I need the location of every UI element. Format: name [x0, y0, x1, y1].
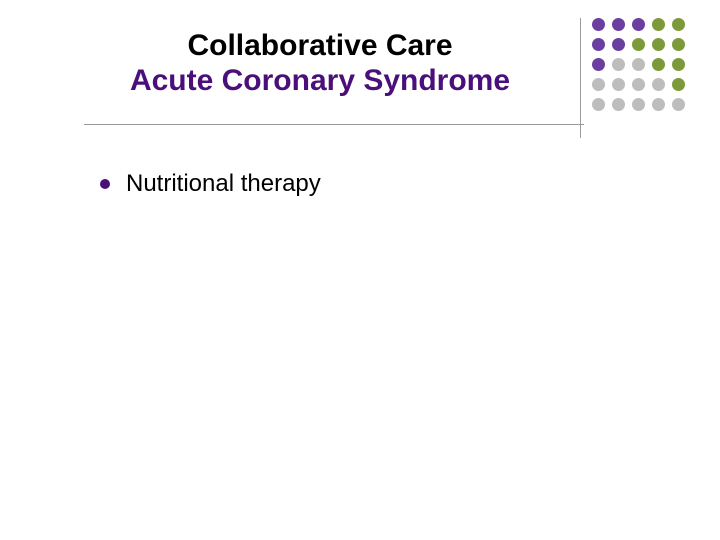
decor-dot-icon: [652, 38, 665, 51]
decor-dot-icon: [592, 98, 605, 111]
decor-dot-icon: [672, 58, 685, 71]
decor-dot-icon: [612, 38, 625, 51]
dot-grid: [592, 18, 685, 111]
decor-dot-icon: [592, 78, 605, 91]
vertical-divider: [580, 18, 581, 138]
decor-dot-icon: [652, 98, 665, 111]
decor-dot-icon: [612, 98, 625, 111]
horizontal-divider: [84, 124, 584, 125]
title-line-2: Acute Coronary Syndrome: [100, 63, 540, 98]
bullet-text: Nutritional therapy: [126, 170, 321, 198]
decor-dot-icon: [592, 58, 605, 71]
bullet-dot-icon: [100, 179, 110, 189]
decor-dot-icon: [672, 98, 685, 111]
decor-dot-icon: [672, 78, 685, 91]
decor-dot-icon: [672, 18, 685, 31]
decor-dot-icon: [652, 78, 665, 91]
decor-dot-icon: [652, 58, 665, 71]
decor-dot-icon: [652, 18, 665, 31]
decor-dot-icon: [672, 38, 685, 51]
decor-dot-icon: [632, 78, 645, 91]
decor-dot-icon: [632, 98, 645, 111]
decor-dot-icon: [612, 78, 625, 91]
title-block: Collaborative Care Acute Coronary Syndro…: [100, 28, 540, 99]
bullet-item-0: Nutritional therapy: [100, 170, 321, 198]
decor-dot-icon: [612, 58, 625, 71]
title-line-1: Collaborative Care: [100, 28, 540, 63]
decor-dot-icon: [632, 58, 645, 71]
decor-dot-icon: [592, 18, 605, 31]
decor-dot-icon: [612, 18, 625, 31]
decor-dot-icon: [632, 38, 645, 51]
decor-dot-icon: [632, 18, 645, 31]
decor-dot-icon: [592, 38, 605, 51]
corner-decoration: [580, 18, 698, 142]
